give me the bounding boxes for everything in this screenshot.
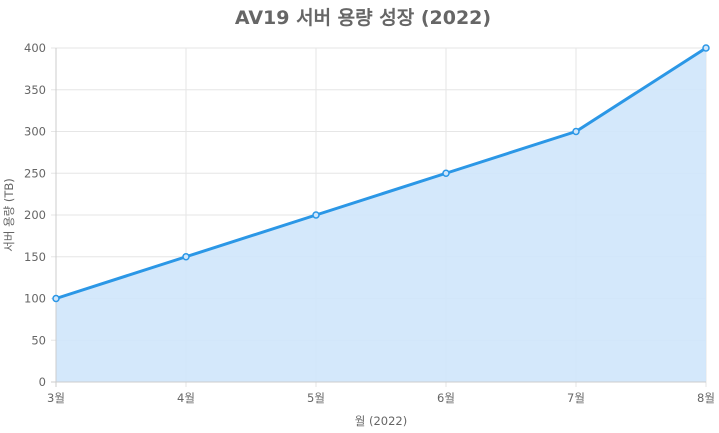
x-tick-label: 7월: [567, 391, 585, 405]
x-tick-label: 3월: [47, 391, 65, 405]
data-point: [572, 127, 580, 136]
data-point: [52, 294, 60, 303]
y-tick-labels: 0 50 100 150 200 250 300 350 400: [24, 41, 46, 389]
y-tick-label: 200: [24, 208, 46, 222]
x-tick-label: 4월: [177, 391, 195, 405]
series-line-group: [54, 46, 708, 300]
data-points: [52, 44, 710, 303]
x-tick-label: 5월: [307, 391, 325, 405]
x-tick-labels: 3월 4월 5월 6월 7월 8월: [47, 391, 715, 405]
chart-title: AV19 서버 용량 성장 (2022): [235, 7, 491, 29]
data-point: [702, 44, 710, 52]
y-tick-label: 150: [24, 250, 46, 264]
x-tick-label: 6월: [437, 391, 455, 405]
y-tick-label: 350: [24, 83, 46, 97]
y-tick-label: 0: [39, 375, 46, 389]
x-axis-title: 월 (2022): [355, 414, 407, 428]
y-tick-label: 300: [24, 125, 46, 139]
series-line: [54, 46, 708, 300]
series-area: [56, 48, 706, 382]
data-point: [442, 169, 450, 177]
y-tick-label: 50: [31, 333, 46, 347]
axes: [55, 48, 706, 383]
data-point: [182, 253, 190, 261]
x-tick-label: 8월: [697, 391, 715, 405]
y-tick-label: 400: [24, 41, 46, 55]
area-fill-group: [56, 48, 706, 382]
y-tick-label: 100: [24, 292, 46, 306]
y-tick-label: 250: [24, 166, 46, 180]
y-axis-title: 서버 용량 (TB): [2, 178, 16, 252]
data-point: [312, 211, 320, 219]
